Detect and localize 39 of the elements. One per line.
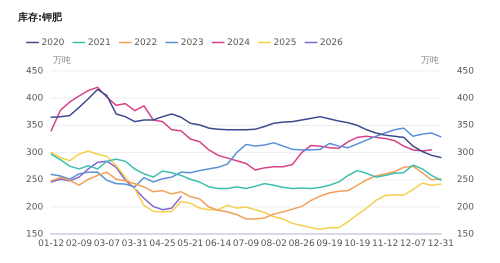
x-tick-label: 03-07 <box>94 238 120 249</box>
x-tick-label: 03-31 <box>122 238 148 249</box>
y2-tick-label: 400 <box>456 94 474 104</box>
x-tick-label: 09-19 <box>316 238 343 249</box>
y-tick-label: 400 <box>26 94 44 104</box>
y-tick-label: 200 <box>26 202 44 212</box>
x-tick-label: 05-21 <box>177 238 204 249</box>
legend-label: 2023 <box>180 38 204 48</box>
legend-label: 2024 <box>227 38 250 48</box>
x-tick-label: 12-31 <box>428 238 454 249</box>
y2-tick-label: 450 <box>456 66 474 76</box>
y-tick-label: 150 <box>26 230 44 240</box>
chart-title: 库存:钾肥 <box>17 12 63 24</box>
y2-tick-label: 350 <box>456 120 474 131</box>
x-tick-label: 11-12 <box>372 238 398 249</box>
y-axis-title: 万吨 <box>53 54 72 66</box>
y-tick-label: 350 <box>26 120 44 131</box>
y-tick-label: 300 <box>26 148 44 158</box>
x-tick-label: 01-12 <box>38 238 64 249</box>
x-tick-label: 02-09 <box>66 238 92 249</box>
y-tick-label: 450 <box>26 66 44 76</box>
legend-label: 2025 <box>274 38 296 48</box>
x-tick-label: 10-19 <box>344 238 371 249</box>
y2-axis-title: 万吨 <box>420 54 439 66</box>
x-tick-label: 07-09 <box>232 238 260 249</box>
y2-tick-label: 250 <box>456 175 474 186</box>
y2-tick-label: 300 <box>456 148 474 158</box>
legend-label: 2022 <box>134 38 158 48</box>
y2-tick-label: 150 <box>456 230 474 240</box>
x-tick-label: 08-02 <box>260 238 287 249</box>
x-tick-label: 06-14 <box>205 238 232 249</box>
legend-label: 2020 <box>42 38 65 48</box>
x-tick-label: 04-25 <box>149 238 176 249</box>
legend-label: 2026 <box>320 38 344 48</box>
x-tick-label: 12-07 <box>400 238 426 249</box>
x-tick-label: 08-26 <box>288 238 316 249</box>
legend-label: 2021 <box>88 38 111 48</box>
y-tick-label: 250 <box>26 175 44 186</box>
y2-tick-label: 200 <box>456 202 474 212</box>
